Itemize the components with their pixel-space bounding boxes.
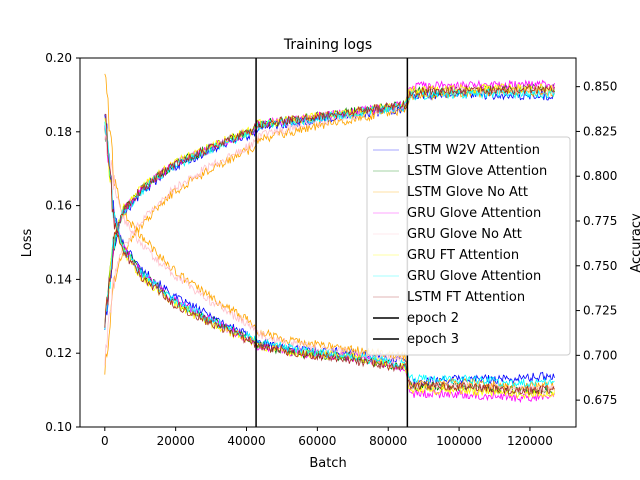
y2-tick-label: 0.675 [583, 393, 617, 407]
y-tick-label: 0.10 [45, 420, 72, 434]
x-tick-label: 100000 [436, 434, 482, 448]
y2-tick-label: 0.725 [583, 304, 617, 318]
x-axis-title: Batch [309, 456, 346, 471]
y2-tick-label: 0.750 [583, 259, 617, 273]
loss-line-8 [104, 113, 555, 395]
x-axis: 0 20000 40000 60000 80000 100000 120000 [101, 427, 553, 448]
plot-frame [79, 57, 577, 428]
y2-tick-label: 0.775 [583, 214, 617, 228]
legend-box [366, 136, 571, 356]
y2-tick-label: 0.825 [583, 124, 617, 138]
y-tick-label: 0.18 [45, 125, 72, 139]
accuracy-line-8 [104, 84, 555, 328]
chart-title: Training logs [283, 37, 372, 53]
y-axis-right: 0.675 0.700 0.725 0.750 0.775 0.800 0.825 0.850 [576, 80, 617, 407]
y-tick-label: 0.20 [45, 51, 72, 65]
legend-label: epoch 3 [407, 332, 459, 347]
y2-tick-label: 0.850 [583, 80, 617, 94]
x-tick-label: 80000 [369, 434, 407, 448]
x-tick-label: 60000 [298, 434, 336, 448]
x-tick-label: 0 [101, 434, 109, 448]
y2-tick-label: 0.800 [583, 169, 617, 183]
legend-label: LSTM Glove No Att [407, 185, 528, 200]
y-axis-left: 0.10 0.12 0.14 0.16 0.18 0.20 [45, 51, 80, 434]
x-tick-label: 40000 [227, 434, 265, 448]
legend-label: GRU Glove Attention [407, 206, 541, 221]
legend-label: epoch 2 [407, 311, 459, 326]
y2-tick-label: 0.700 [583, 348, 617, 362]
y2-axis-title: Accuracy [629, 213, 640, 273]
x-tick-label: 20000 [157, 434, 195, 448]
y-tick-label: 0.14 [45, 272, 72, 286]
x-tick-label: 120000 [507, 434, 553, 448]
legend-label: LSTM Glove Attention [407, 164, 547, 179]
legend-label: LSTM FT Attention [407, 290, 525, 305]
legend-label: GRU Glove No Att [407, 227, 522, 242]
legend-label: GRU FT Attention [407, 248, 519, 263]
plot-lines [104, 73, 555, 404]
legend-label: GRU Glove Attention [407, 269, 541, 284]
legend-label: LSTM W2V Attention [407, 143, 540, 158]
y-axis-title: Loss [20, 229, 35, 258]
y-tick-label: 0.16 [45, 199, 72, 213]
accuracy-line-3 [104, 86, 555, 375]
y-tick-label: 0.12 [45, 346, 72, 360]
legend: LSTM W2V Attention LSTM Glove Attention LS… [366, 136, 571, 356]
